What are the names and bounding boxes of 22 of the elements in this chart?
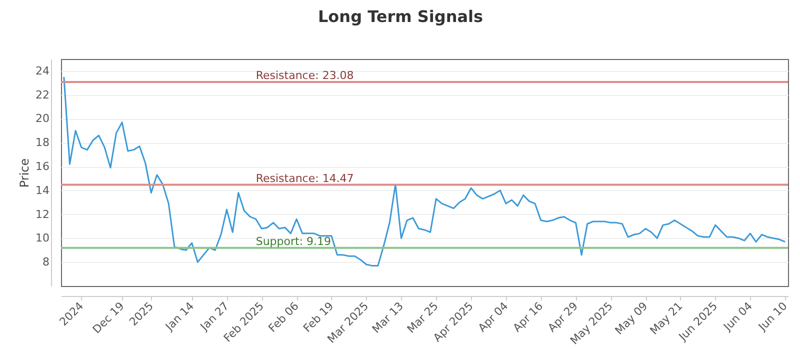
ref-line-label: Resistance: 14.47 [256,172,354,185]
y-tick-label: 22 [36,88,50,102]
y-axis-title: Price [18,158,32,188]
x-tick-label: Jan 14 [162,300,197,334]
y-tick-label: 14 [36,184,50,197]
x-tick-label: Jun 10 [755,300,790,334]
x-tick-label: Feb 06 [266,300,302,335]
chart-title: Long Term Signals [318,7,484,26]
x-tick-label: Mar 13 [370,300,406,336]
ref-line-label: Resistance: 23.08 [256,68,354,82]
y-tick-label: 8 [42,256,50,269]
x-tick-label: Dec 19 [90,300,127,336]
x-tick-label: Jun 04 [720,300,755,334]
x-tick-label: Apr 16 [510,300,546,335]
y-tick-label: 12 [36,208,50,221]
ref-line-label: Support: 9.19 [256,234,332,248]
x-tick-label: Apr 04 [476,300,511,335]
y-tick-label: 24 [36,64,50,78]
y-tick-label: 20 [36,112,50,126]
y-tick-label: 18 [36,136,50,150]
y-tick-label: 16 [36,160,50,174]
y-tick-label: 10 [36,232,50,245]
